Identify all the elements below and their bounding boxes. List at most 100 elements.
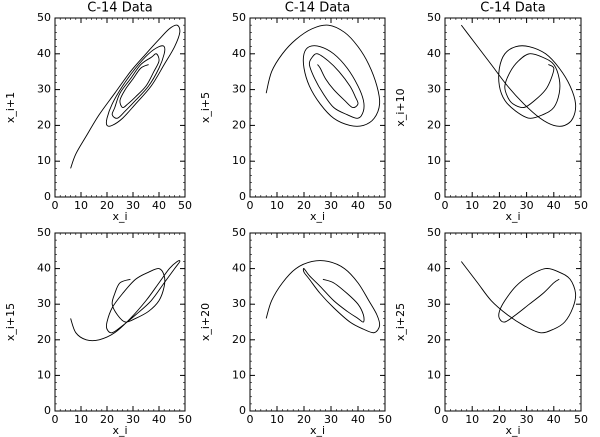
x-tick-label: 40 [547, 413, 561, 426]
y-axis-label: x_i+25 [394, 303, 407, 341]
data-line [265, 260, 381, 334]
x-tick-label: 30 [324, 413, 338, 426]
x-tick-label: 40 [351, 413, 365, 426]
y-tick-label: 30 [427, 297, 441, 310]
x-tick-label: 50 [574, 413, 588, 426]
y-tick-label: 40 [232, 47, 246, 60]
x-tick-label: 10 [465, 413, 479, 426]
y-tick-label: 20 [37, 118, 51, 131]
y-tick-label: 20 [427, 333, 441, 346]
x-tick-label: 0 [52, 199, 59, 212]
x-tick-label: 20 [492, 199, 506, 212]
y-tick-label: 10 [232, 154, 246, 167]
y-tick-label: 30 [37, 83, 51, 96]
y-tick-label: 0 [239, 190, 246, 203]
x-axis-label: x_i [112, 210, 127, 223]
chart-title: C-14 Data [480, 1, 545, 16]
x-tick-label: 20 [100, 413, 114, 426]
panel: 0 10 20 30 40 50 0 10 20 30 40 50 C-14 Data x_i x_i+5 [199, 1, 392, 224]
x-tick-label: 0 [247, 413, 254, 426]
x-tick-label: 40 [152, 413, 166, 426]
x-tick-label: 0 [247, 199, 254, 212]
x-tick-label: 30 [324, 199, 338, 212]
data-line [265, 24, 381, 127]
x-tick-label: 0 [442, 413, 449, 426]
x-axis-label: x_i [310, 210, 325, 223]
x-axis-label: x_i [112, 424, 127, 437]
y-tick-label: 40 [427, 262, 441, 275]
x-tick-label: 20 [297, 199, 311, 212]
x-tick-label: 50 [378, 199, 392, 212]
x-tick-label: 40 [547, 199, 561, 212]
data-line [460, 24, 577, 127]
x-axis-label: x_i [505, 424, 520, 437]
y-tick-label: 10 [232, 368, 246, 381]
x-tick-label: 50 [574, 199, 588, 212]
plot-frame [444, 17, 582, 198]
y-tick-label: 40 [37, 262, 51, 275]
y-tick-label: 30 [427, 83, 441, 96]
y-tick-label: 0 [434, 404, 441, 417]
y-axis-label: x_i+10 [394, 88, 407, 126]
plot-frame [444, 232, 582, 412]
x-tick-label: 10 [270, 199, 284, 212]
x-tick-label: 10 [465, 199, 479, 212]
x-tick-label: 0 [442, 199, 449, 212]
chart-title: C-14 Data [87, 1, 152, 16]
panel: 0 10 20 30 40 50 0 10 20 30 40 50 C-14 Data x_i x_i+1 [4, 1, 192, 224]
data-line [70, 24, 181, 169]
x-tick-label: 20 [100, 199, 114, 212]
y-tick-label: 40 [427, 47, 441, 60]
y-tick-label: 50 [37, 226, 51, 239]
y-tick-label: 50 [427, 226, 441, 239]
y-axis-label: x_i+20 [199, 303, 212, 341]
x-tick-label: 40 [351, 199, 365, 212]
x-tick-label: 30 [126, 199, 140, 212]
x-tick-label: 10 [74, 413, 88, 426]
y-tick-label: 10 [37, 154, 51, 167]
plot-frame [54, 17, 186, 198]
y-tick-label: 20 [232, 118, 246, 131]
x-tick-label: 10 [74, 199, 88, 212]
plot-frame [54, 232, 186, 412]
panel: 0 10 20 30 40 50 0 10 20 30 40 50 C-14 Data x_i x_i+10 [394, 1, 588, 224]
x-tick-label: 50 [178, 199, 192, 212]
x-tick-label: 20 [492, 413, 506, 426]
x-tick-label: 10 [270, 413, 284, 426]
y-tick-label: 30 [232, 83, 246, 96]
x-tick-label: 30 [520, 199, 534, 212]
panel: 0 10 20 30 40 50 0 10 20 30 40 50 x_i x_i+20 [199, 226, 392, 437]
y-tick-label: 0 [239, 404, 246, 417]
panel: 0 10 20 30 40 50 0 10 20 30 40 50 x_i x_i+15 [4, 226, 192, 437]
x-tick-label: 20 [297, 413, 311, 426]
y-tick-label: 0 [44, 404, 51, 417]
x-axis-label: x_i [310, 424, 325, 437]
y-tick-label: 50 [427, 11, 441, 24]
y-tick-label: 30 [37, 297, 51, 310]
y-tick-label: 0 [44, 190, 51, 203]
x-tick-label: 30 [520, 413, 534, 426]
x-tick-label: 50 [378, 413, 392, 426]
y-tick-label: 50 [232, 226, 246, 239]
x-tick-label: 40 [152, 199, 166, 212]
x-tick-label: 50 [178, 413, 192, 426]
x-tick-label: 0 [52, 413, 59, 426]
y-tick-label: 10 [427, 368, 441, 381]
y-axis-label: x_i+5 [199, 92, 212, 123]
y-tick-label: 50 [37, 11, 51, 24]
plot-frame [249, 232, 386, 412]
data-line [70, 260, 181, 342]
y-axis-label: x_i+15 [4, 303, 17, 341]
y-tick-label: 20 [232, 333, 246, 346]
x-axis-label: x_i [505, 210, 520, 223]
x-tick-label: 30 [126, 413, 140, 426]
chart-title: C-14 Data [285, 1, 350, 16]
y-tick-label: 20 [427, 118, 441, 131]
panel: 0 10 20 30 40 50 0 10 20 30 40 50 x_i x_i+25 [394, 226, 588, 437]
plot-frame [249, 17, 386, 198]
y-tick-label: 20 [37, 333, 51, 346]
y-tick-label: 40 [232, 262, 246, 275]
y-tick-label: 50 [232, 11, 246, 24]
y-tick-label: 40 [37, 47, 51, 60]
y-tick-label: 10 [37, 368, 51, 381]
